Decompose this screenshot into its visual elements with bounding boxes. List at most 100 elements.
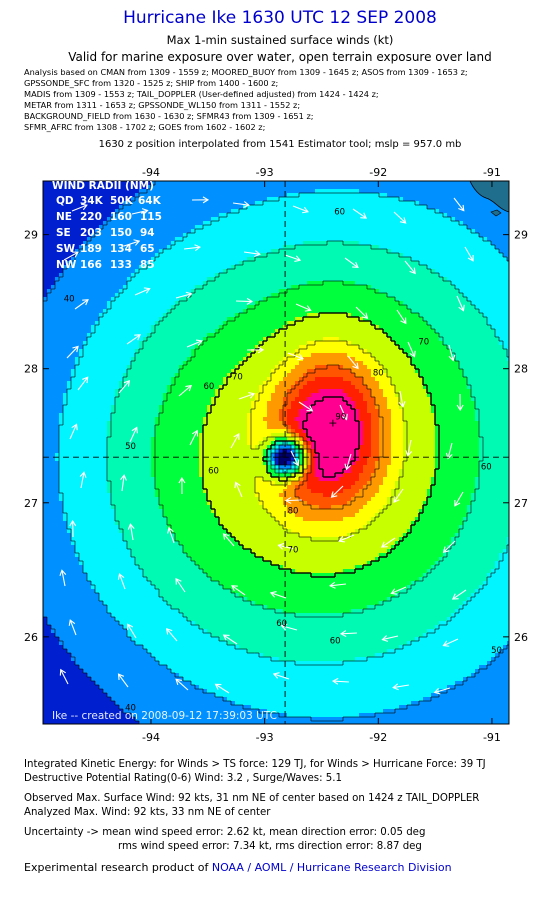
field-cell — [363, 325, 368, 330]
field-cell — [451, 241, 456, 246]
analysis-line-5: BACKGROUND_FIELD from 1630 - 1630 z; SFM… — [24, 111, 314, 121]
field-cell — [171, 193, 176, 198]
field-cell — [99, 301, 104, 306]
field-cell — [255, 185, 260, 190]
field-cell — [259, 233, 264, 238]
field-cell — [263, 305, 268, 310]
field-cell — [207, 229, 212, 234]
field-cell — [135, 237, 140, 242]
field-cell — [227, 313, 232, 318]
field-cell — [411, 345, 416, 350]
field-cell — [395, 233, 400, 238]
field-cell — [415, 309, 420, 314]
field-cell — [235, 277, 240, 282]
field-cell — [91, 341, 96, 346]
field-cell — [355, 181, 360, 186]
field-cell — [415, 253, 420, 258]
field-cell — [143, 233, 148, 238]
field-cell — [203, 293, 208, 298]
field-cell — [307, 301, 312, 306]
field-cell — [271, 193, 276, 198]
field-cell — [191, 181, 196, 186]
field-cell — [323, 197, 328, 202]
field-cell — [299, 185, 304, 190]
field-cell — [375, 205, 380, 210]
field-cell — [115, 345, 120, 350]
field-cell — [219, 229, 224, 234]
field-cell — [211, 289, 216, 294]
field-cell — [447, 213, 452, 218]
field-cell — [403, 253, 408, 258]
field-cell — [79, 245, 84, 250]
field-cell — [63, 285, 68, 290]
field-cell — [219, 293, 224, 298]
field-cell — [411, 217, 416, 222]
field-cell — [247, 317, 252, 322]
field-cell — [231, 193, 236, 198]
field-cell — [175, 317, 180, 322]
field-cell — [59, 273, 64, 278]
field-cell — [335, 273, 340, 278]
field-cell — [239, 221, 244, 226]
field-cell — [447, 217, 452, 222]
field-cell — [335, 341, 340, 346]
field-cell — [379, 229, 384, 234]
field-cell — [315, 233, 320, 238]
field-cell — [395, 333, 400, 338]
field-cell — [135, 289, 140, 294]
field-cell — [211, 297, 216, 302]
field-cell — [295, 213, 300, 218]
field-cell — [263, 193, 268, 198]
field-cell — [507, 241, 509, 246]
field-cell — [487, 325, 492, 330]
field-cell — [227, 233, 232, 238]
field-cell — [171, 297, 176, 302]
field-cell — [127, 245, 132, 250]
field-cell — [91, 301, 96, 306]
field-cell — [371, 221, 376, 226]
field-cell — [491, 245, 496, 250]
field-cell — [399, 345, 404, 350]
field-cell — [463, 313, 468, 318]
field-cell — [119, 257, 124, 262]
field-cell — [147, 201, 152, 206]
field-cell — [195, 273, 200, 278]
field-cell — [143, 301, 148, 306]
field-cell — [139, 281, 144, 286]
field-cell — [163, 273, 168, 278]
field-cell — [139, 193, 144, 198]
field-cell — [403, 297, 408, 302]
field-cell — [399, 337, 404, 342]
field-cell — [159, 317, 164, 322]
field-cell — [207, 233, 212, 238]
field-cell — [503, 345, 508, 350]
field-cell — [447, 197, 452, 202]
field-cell — [303, 277, 308, 282]
field-cell — [79, 201, 84, 206]
field-cell — [223, 241, 228, 246]
field-cell — [503, 237, 508, 242]
field-cell — [303, 233, 308, 238]
field-cell — [351, 233, 356, 238]
field-cell — [315, 325, 320, 330]
field-cell — [155, 193, 160, 198]
field-cell — [443, 293, 448, 298]
field-cell — [331, 233, 336, 238]
field-cell — [383, 253, 388, 258]
field-cell — [451, 225, 456, 230]
field-cell — [283, 205, 288, 210]
field-cell — [291, 313, 296, 318]
field-cell — [63, 265, 68, 270]
field-cell — [327, 305, 332, 310]
field-cell — [123, 309, 128, 314]
field-cell — [303, 313, 308, 318]
field-cell — [151, 237, 156, 242]
field-cell — [67, 261, 72, 266]
field-cell — [111, 217, 116, 222]
field-cell — [315, 337, 320, 342]
field-cell — [243, 257, 248, 262]
field-cell — [235, 309, 240, 314]
field-cell — [403, 277, 408, 282]
field-cell — [79, 237, 84, 242]
field-cell — [415, 337, 420, 342]
